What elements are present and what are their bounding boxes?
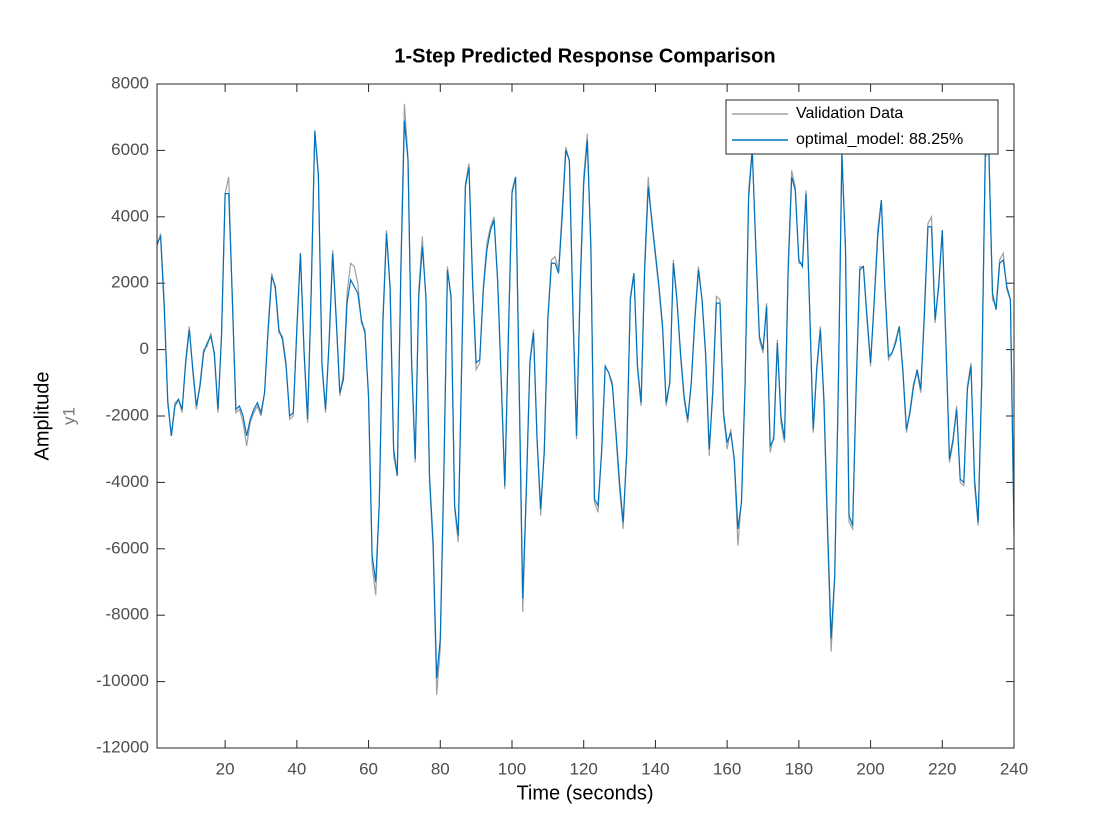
x-tick-label: 180: [785, 759, 813, 778]
legend-box: [725, 99, 999, 155]
x-tick-label: 140: [641, 759, 669, 778]
x-tick-label: 100: [498, 759, 526, 778]
y-tick-label: -6000: [106, 538, 149, 557]
legend: Validation Data optimal_model: 88.25%: [725, 99, 999, 155]
x-tick-label: 200: [856, 759, 884, 778]
y-tick-label: -2000: [106, 405, 149, 424]
y-tick-label: 6000: [111, 140, 149, 159]
output-name: y1: [59, 407, 78, 425]
axes-box: [156, 83, 1015, 749]
plot-area: [157, 84, 1014, 748]
y-axis-label: Amplitude: [31, 372, 53, 461]
x-tick-label: 220: [928, 759, 956, 778]
y-tick-label: -8000: [106, 605, 149, 624]
series-line: [157, 120, 1014, 679]
x-tick-label: 160: [713, 759, 741, 778]
chart-title: 1-Step Predicted Response Comparison: [394, 45, 775, 67]
y-tick-label: 0: [140, 339, 149, 358]
y-tick-label: 4000: [111, 206, 149, 225]
legend-label: optimal_model: 88.25%: [796, 131, 963, 148]
y-tick-label: 2000: [111, 273, 149, 292]
y-tick-label: -10000: [96, 671, 149, 690]
y-tick-label: -4000: [106, 472, 149, 491]
x-tick-label: 120: [570, 759, 598, 778]
x-tick-label: 80: [431, 759, 450, 778]
x-axis-label: Time (seconds): [516, 782, 653, 804]
y-tick-label: -12000: [96, 737, 149, 756]
x-tick-label: 40: [287, 759, 306, 778]
x-tick-label: 20: [216, 759, 235, 778]
y-tick-label: 8000: [111, 73, 149, 92]
x-tick-label: 60: [359, 759, 378, 778]
x-tick-label: 240: [1000, 759, 1028, 778]
legend-label: Validation Data: [796, 105, 903, 122]
